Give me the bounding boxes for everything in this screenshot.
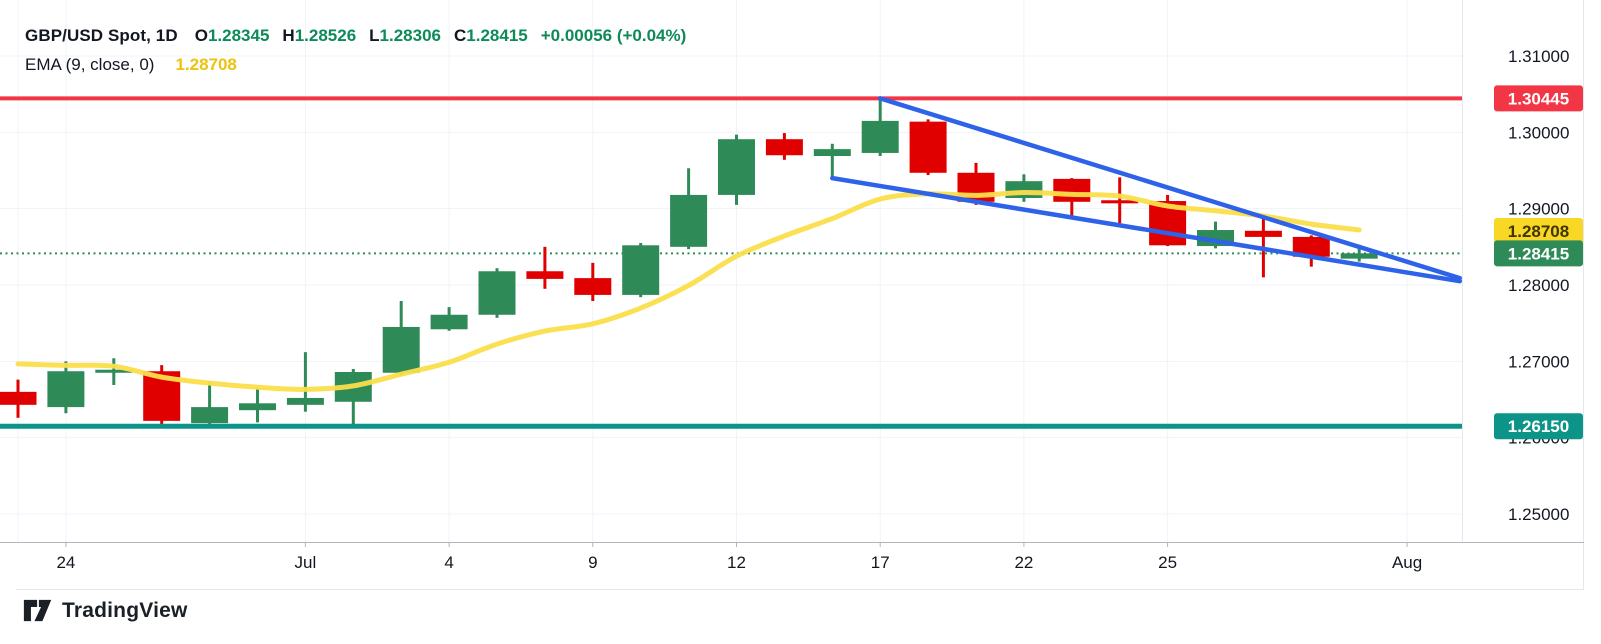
change-value: +0.00056 (+0.04%) — [540, 26, 687, 45]
trendline-upper[interactable] — [877, 96, 1463, 281]
time-tick-label: 12 — [727, 553, 746, 572]
legend-row-symbol: GBP/USD Spot, 1D O1.28345 H1.28526 L1.28… — [25, 24, 686, 49]
candle-body — [382, 326, 420, 373]
candle-jul-23 — [1053, 178, 1091, 218]
price-badge-1.26150: 1.26150 — [1494, 413, 1583, 440]
candle-body — [0, 391, 37, 405]
ema-indicator-value: 1.28708 — [175, 54, 237, 74]
candle-jun-28 — [239, 388, 276, 423]
candle-body — [1053, 178, 1091, 202]
candle-body — [622, 245, 660, 295]
price-tick-label: 1.25000 — [1508, 505, 1569, 524]
candle-jul-2 — [334, 368, 372, 427]
candle-jul-29 — [1244, 214, 1282, 278]
time-tick-label: 24 — [56, 553, 75, 572]
candle-body — [1340, 253, 1378, 259]
price-badge-1.28708: 1.28708 — [1494, 217, 1583, 244]
candle-jul-9 — [574, 262, 612, 302]
ema-line[interactable] — [15, 190, 1362, 392]
candle-body — [286, 397, 324, 405]
time-axis[interactable]: 24 Jul 4 9 12 17 22 25 Aug — [56, 542, 1422, 572]
high-value: H1.28526 — [282, 26, 357, 45]
grid — [0, 0, 1462, 542]
candle-jul-12 — [718, 134, 755, 205]
price-axis[interactable]: 1.310001.300001.290001.280001.270001.260… — [1508, 47, 1569, 524]
trendline-lower[interactable] — [830, 175, 1463, 284]
time-tick-label: 22 — [1014, 553, 1033, 572]
candle-jul-5 — [478, 268, 516, 318]
open-value: O1.28345 — [194, 26, 270, 45]
candle-body — [1292, 236, 1330, 257]
candle-jun-25 — [95, 358, 133, 385]
candle-jun-27 — [191, 381, 229, 427]
candle-body — [430, 314, 468, 330]
candle-jul-24 — [1101, 177, 1139, 224]
candle-body — [861, 120, 899, 153]
tradingview-logo-icon — [23, 599, 52, 622]
time-tick-label: 17 — [871, 553, 890, 572]
symbol-title: GBP/USD Spot, 1D — [25, 26, 178, 45]
candle-jul-30 — [1292, 235, 1330, 267]
tradingview-logo[interactable]: TradingView — [23, 598, 188, 623]
price-badge-bg — [1494, 240, 1583, 267]
tradingview-logo-text: TradingView — [62, 598, 188, 622]
price-tick-label: 1.29000 — [1508, 200, 1569, 219]
candle-body — [478, 271, 516, 315]
price-tick-label: 1.31000 — [1508, 47, 1569, 66]
candle-jul-18 — [909, 119, 947, 176]
candle-body — [239, 403, 276, 411]
chart-legend[interactable]: GBP/USD Spot, 1D O1.28345 H1.28526 L1.28… — [25, 24, 686, 77]
candle-jul-15 — [765, 133, 803, 160]
close-value: C1.28415 — [454, 26, 528, 45]
price-tick-label: 1.27000 — [1508, 352, 1569, 371]
candle-body — [1101, 200, 1139, 204]
candle-body — [95, 369, 133, 373]
candle-jul-10 — [622, 243, 660, 298]
candle-body — [1244, 230, 1282, 237]
price-badge-bg — [1494, 413, 1583, 440]
candle-jul-3 — [382, 301, 420, 376]
candle-jul-1 — [286, 352, 324, 412]
price-tick-label: 1.28000 — [1508, 276, 1569, 295]
price-badge-text: 1.28415 — [1508, 244, 1569, 263]
price-badge-text: 1.26150 — [1508, 417, 1569, 436]
price-badge-text: 1.30445 — [1508, 89, 1569, 108]
candle-body — [718, 139, 755, 195]
price-badge-1.28415: 1.28415 — [1494, 240, 1583, 267]
price-badge-text: 1.28708 — [1508, 222, 1569, 241]
low-value: L1.28306 — [369, 26, 441, 45]
price-badge-1.30445: 1.30445 — [1494, 85, 1583, 112]
candle-body — [574, 278, 612, 295]
candle-jul-17 — [861, 98, 899, 156]
candle-body — [526, 271, 564, 279]
candle-jul-4 — [430, 307, 468, 331]
candle-body — [765, 139, 803, 156]
candle-body — [191, 407, 229, 424]
time-tick-label: 25 — [1158, 553, 1177, 572]
price-badge-bg — [1494, 85, 1583, 112]
time-tick-label: Jul — [295, 553, 317, 572]
candle-jul-11 — [670, 168, 708, 250]
time-tick-label: Aug — [1392, 553, 1422, 572]
candle-body — [670, 194, 708, 247]
candle-body — [909, 121, 947, 173]
candle-jul-22 — [1005, 174, 1043, 202]
price-tick-label: 1.30000 — [1508, 123, 1569, 142]
legend-row-indicator[interactable]: EMA (9, close, 0) 1.28708 — [25, 53, 686, 78]
ema-indicator-label: EMA (9, close, 0) — [25, 54, 155, 74]
time-tick-label: 9 — [588, 553, 597, 572]
candle-jun-21 — [0, 379, 37, 418]
price-badge-bg — [1494, 217, 1583, 244]
candle-jul-8 — [526, 246, 564, 289]
candle-jul-16 — [813, 143, 851, 179]
candle-jun-24 — [47, 361, 85, 414]
candle-body — [47, 371, 85, 408]
candle-body — [813, 149, 851, 156]
time-tick-label: 4 — [444, 553, 453, 572]
candlestick-series — [0, 98, 1378, 427]
